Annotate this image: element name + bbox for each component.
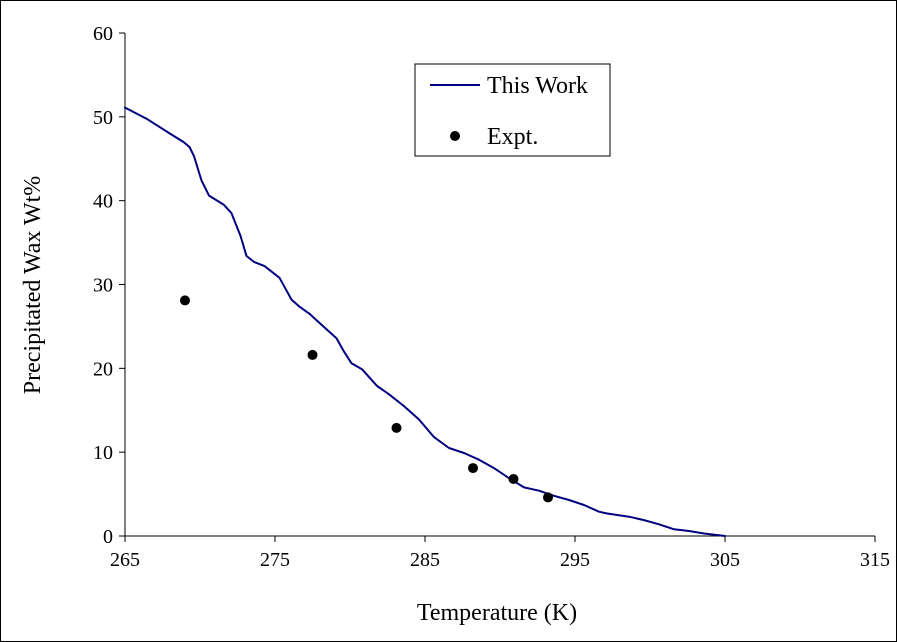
legend-marker-swatch — [450, 131, 460, 141]
y-tick-label: 60 — [93, 23, 113, 45]
y-tick-label: 50 — [93, 107, 113, 129]
expt-data-point — [307, 349, 318, 360]
expt-data-point — [468, 463, 478, 474]
x-tick-label: 305 — [710, 549, 740, 571]
expt-data-point — [543, 492, 553, 503]
y-axis-title: Precipitated Wax Wt% — [20, 176, 46, 394]
expt-data-point — [508, 473, 519, 484]
y-tick-label: 20 — [93, 358, 113, 380]
legend-label-expt: Expt. — [487, 124, 538, 150]
series-line-this-work — [124, 106, 726, 537]
x-tick-label: 315 — [860, 549, 890, 571]
x-axis-title: Temperature (K) — [417, 600, 577, 626]
y-tick-label: 0 — [103, 526, 113, 548]
y-tick-label: 40 — [93, 191, 113, 213]
x-tick-label: 285 — [410, 549, 440, 571]
y-tick-label: 30 — [93, 275, 113, 297]
y-tick-label: 10 — [93, 442, 113, 464]
x-tick-label: 275 — [260, 549, 290, 571]
x-tick-label: 265 — [110, 549, 140, 571]
expt-data-point — [391, 422, 402, 433]
series-layer — [124, 106, 726, 537]
ticks: 0 10 20 30 40 50 60 265 275 285 295 305 315 — [93, 23, 890, 571]
x-tick-label: 295 — [560, 549, 590, 571]
legend: This Work Expt. — [414, 63, 611, 157]
legend-label-this-work: This Work — [487, 73, 588, 99]
legend-box — [414, 63, 611, 157]
expt-data-point — [180, 295, 190, 306]
